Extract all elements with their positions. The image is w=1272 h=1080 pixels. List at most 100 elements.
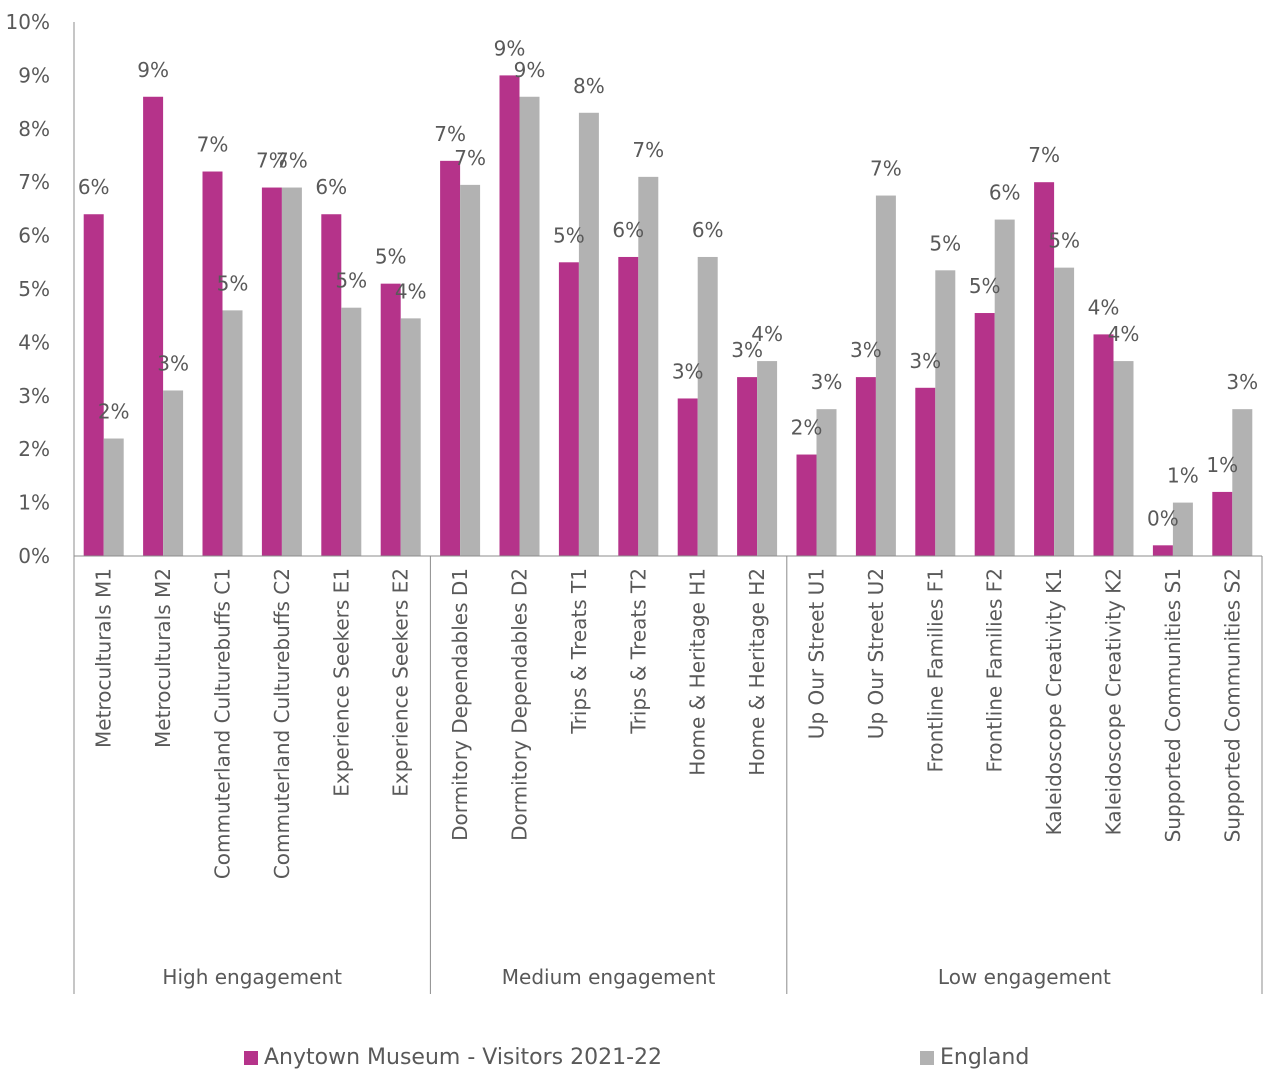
data-label-museum: 6% <box>612 218 644 242</box>
data-label-england: 6% <box>989 181 1021 205</box>
data-label-museum: 3% <box>731 338 763 362</box>
bar-museum <box>440 160 461 556</box>
bar-museum <box>202 171 223 556</box>
group-label: Low engagement <box>938 965 1111 989</box>
bar-england <box>163 390 184 556</box>
bar-museum <box>83 214 104 557</box>
data-label-england: 9% <box>514 58 546 82</box>
bar-england <box>460 184 481 556</box>
bar-england <box>103 438 124 556</box>
y-tick-label: 6% <box>18 224 50 248</box>
y-tick-label: 4% <box>18 330 50 354</box>
bar-england <box>1054 267 1075 556</box>
group-label: Medium engagement <box>502 965 716 989</box>
x-tick-label: Metroculturals M2 <box>151 568 175 748</box>
x-tick-label: Commuterland Culturebuffs C2 <box>270 568 294 879</box>
legend-item-museum: Anytown Museum - Visitors 2021-22 <box>244 1045 662 1070</box>
bars <box>83 75 1253 557</box>
group-label: High engagement <box>162 965 342 989</box>
bar-england <box>519 96 540 556</box>
bar-chart: 0%1%2%3%4%5%6%7%8%9%10% 6%9%7%7%6%5%7%9%… <box>6 10 1263 994</box>
data-label-museum: 3% <box>672 359 704 383</box>
y-tick-label: 2% <box>18 437 50 461</box>
data-label-museum: 5% <box>553 223 585 247</box>
y-tick-label: 10% <box>6 10 50 34</box>
bar-museum <box>618 256 639 556</box>
legend-label-museum: Anytown Museum - Visitors 2021-22 <box>264 1045 663 1070</box>
data-label-england: 3% <box>1226 370 1258 394</box>
y-tick-label: 7% <box>18 170 50 194</box>
data-label-england: 5% <box>1048 229 1080 253</box>
x-tick-label: Kaleidoscope Creativity K2 <box>1102 568 1126 835</box>
data-label-england: 4% <box>1108 322 1140 346</box>
data-label-museum: 5% <box>375 245 407 269</box>
y-tick-label: 0% <box>18 544 50 568</box>
bar-museum <box>1212 491 1233 556</box>
data-label-england: 7% <box>632 138 664 162</box>
x-axis: Metroculturals M1 Metroculturals M2 Commut… <box>73 555 1263 994</box>
bar-museum <box>558 262 579 556</box>
x-tick-label: Home & Heritage H1 <box>686 568 710 776</box>
bar-england <box>341 307 362 556</box>
x-tick-label: Up Our Street U2 <box>864 568 888 739</box>
data-label-england: 7% <box>870 157 902 181</box>
legend-label-england: England <box>940 1045 1030 1070</box>
bar-museum <box>677 398 698 556</box>
bar-museum <box>1152 545 1173 556</box>
bar-museum <box>1034 182 1055 556</box>
x-tick-label: Trips & Treats T2 <box>626 568 650 735</box>
bar-england <box>1113 361 1134 556</box>
x-tick-label: Trips & Treats T1 <box>567 568 591 735</box>
bar-england <box>994 219 1015 556</box>
x-tick-label: Metroculturals M1 <box>92 568 116 748</box>
data-label-england: 5% <box>217 271 249 295</box>
data-label-museum: 7% <box>256 149 288 173</box>
data-label-museum: 6% <box>315 175 347 199</box>
bar-england <box>816 409 837 556</box>
bar-england <box>875 195 896 557</box>
data-label-museum: 5% <box>969 274 1001 298</box>
data-label-museum: 9% <box>137 58 169 82</box>
x-tick-label: Up Our Street U1 <box>805 568 829 739</box>
data-label-museum: 0% <box>1147 506 1179 530</box>
legend-item-england: England <box>920 1045 1029 1070</box>
y-axis: 0% 1% 2% 3% 4% 5% 6% 7% 8% 9% 10% <box>6 10 75 568</box>
x-tick-label: Dormitory Dependables D2 <box>508 568 532 841</box>
data-label-museum: 6% <box>78 175 110 199</box>
data-label-england: 8% <box>573 74 605 98</box>
x-tick-label: Experience Seekers E1 <box>329 568 353 797</box>
bar-museum <box>261 187 282 557</box>
bar-museum <box>737 377 758 556</box>
y-tick-label: 3% <box>18 384 50 408</box>
x-tick-label: Kaleidoscope Creativity K1 <box>1042 568 1066 835</box>
data-label-museum: 7% <box>1028 143 1060 167</box>
x-tick-label: Home & Heritage H2 <box>745 568 769 776</box>
bar-england <box>757 361 778 556</box>
legend: Anytown Museum - Visitors 2021-22 Englan… <box>0 1043 1272 1079</box>
x-tick-label: Commuterland Culturebuffs C1 <box>211 568 235 879</box>
bar-museum <box>380 283 401 556</box>
x-tick-label: Experience Seekers E2 <box>389 568 413 797</box>
data-label-museum: 7% <box>434 122 466 146</box>
bar-museum <box>974 313 995 556</box>
bar-museum <box>143 96 164 556</box>
data-label-museum: 7% <box>197 133 229 157</box>
y-tick-label: 9% <box>18 63 50 87</box>
bar-museum <box>1093 334 1114 556</box>
data-label-england: 1% <box>1167 464 1199 488</box>
data-label-england: 4% <box>395 279 427 303</box>
bar-museum <box>499 75 520 557</box>
data-label-england: 4% <box>751 322 783 346</box>
bar-england <box>1172 502 1193 556</box>
y-tick-label: 8% <box>18 117 50 141</box>
x-tick-label: Supported Communities S2 <box>1220 568 1244 842</box>
data-label-museum: 3% <box>850 338 882 362</box>
data-label-museum: 9% <box>494 36 526 60</box>
data-label-museum: 1% <box>1206 453 1238 477</box>
data-label-england: 3% <box>157 351 189 375</box>
bar-museum <box>796 454 817 556</box>
data-label-england: 2% <box>98 400 130 424</box>
bar-england <box>638 176 659 557</box>
data-labels: 6% 9% 7% 7% 6% 5% 7% 9% 5% 6% 3% 3% 2% 3% 3% 5% 7% 4% 0% 1%… <box>78 36 1258 530</box>
data-label-england: 6% <box>692 218 724 242</box>
